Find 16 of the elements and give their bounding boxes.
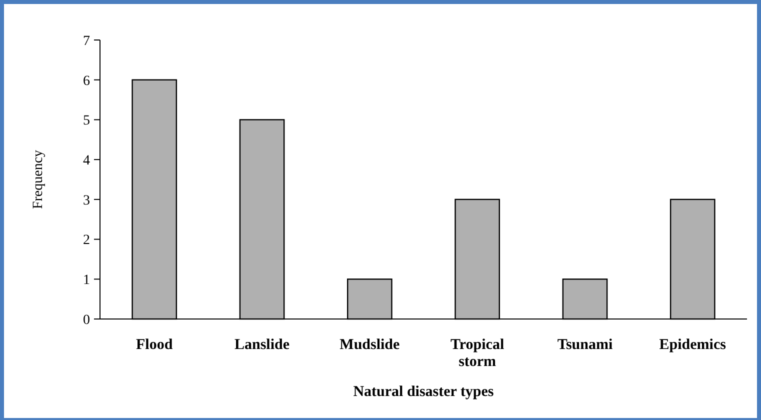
- y-tick-label: 0: [83, 312, 90, 328]
- y-tick-label: 3: [83, 193, 90, 208]
- x-axis-title: Natural disaster types: [353, 384, 494, 400]
- x-tick-label: Tsunami: [557, 337, 613, 353]
- x-tick-label: Tropical storm: [450, 337, 504, 370]
- x-tick-label: Flood: [136, 337, 174, 353]
- x-tick-label: Epidemics: [659, 337, 726, 353]
- y-tick-label: 6: [83, 74, 90, 89]
- y-tick-label: 1: [83, 273, 90, 288]
- x-tick-label: Lanslide: [234, 337, 290, 353]
- y-tick-label: 4: [83, 153, 90, 168]
- y-tick-label: 7: [83, 34, 90, 49]
- y-axis-title: Frequency: [31, 150, 46, 210]
- y-tick-label: 5: [83, 114, 90, 129]
- x-tick-label: Mudslide: [340, 337, 400, 353]
- y-tick-label: 2: [83, 233, 90, 248]
